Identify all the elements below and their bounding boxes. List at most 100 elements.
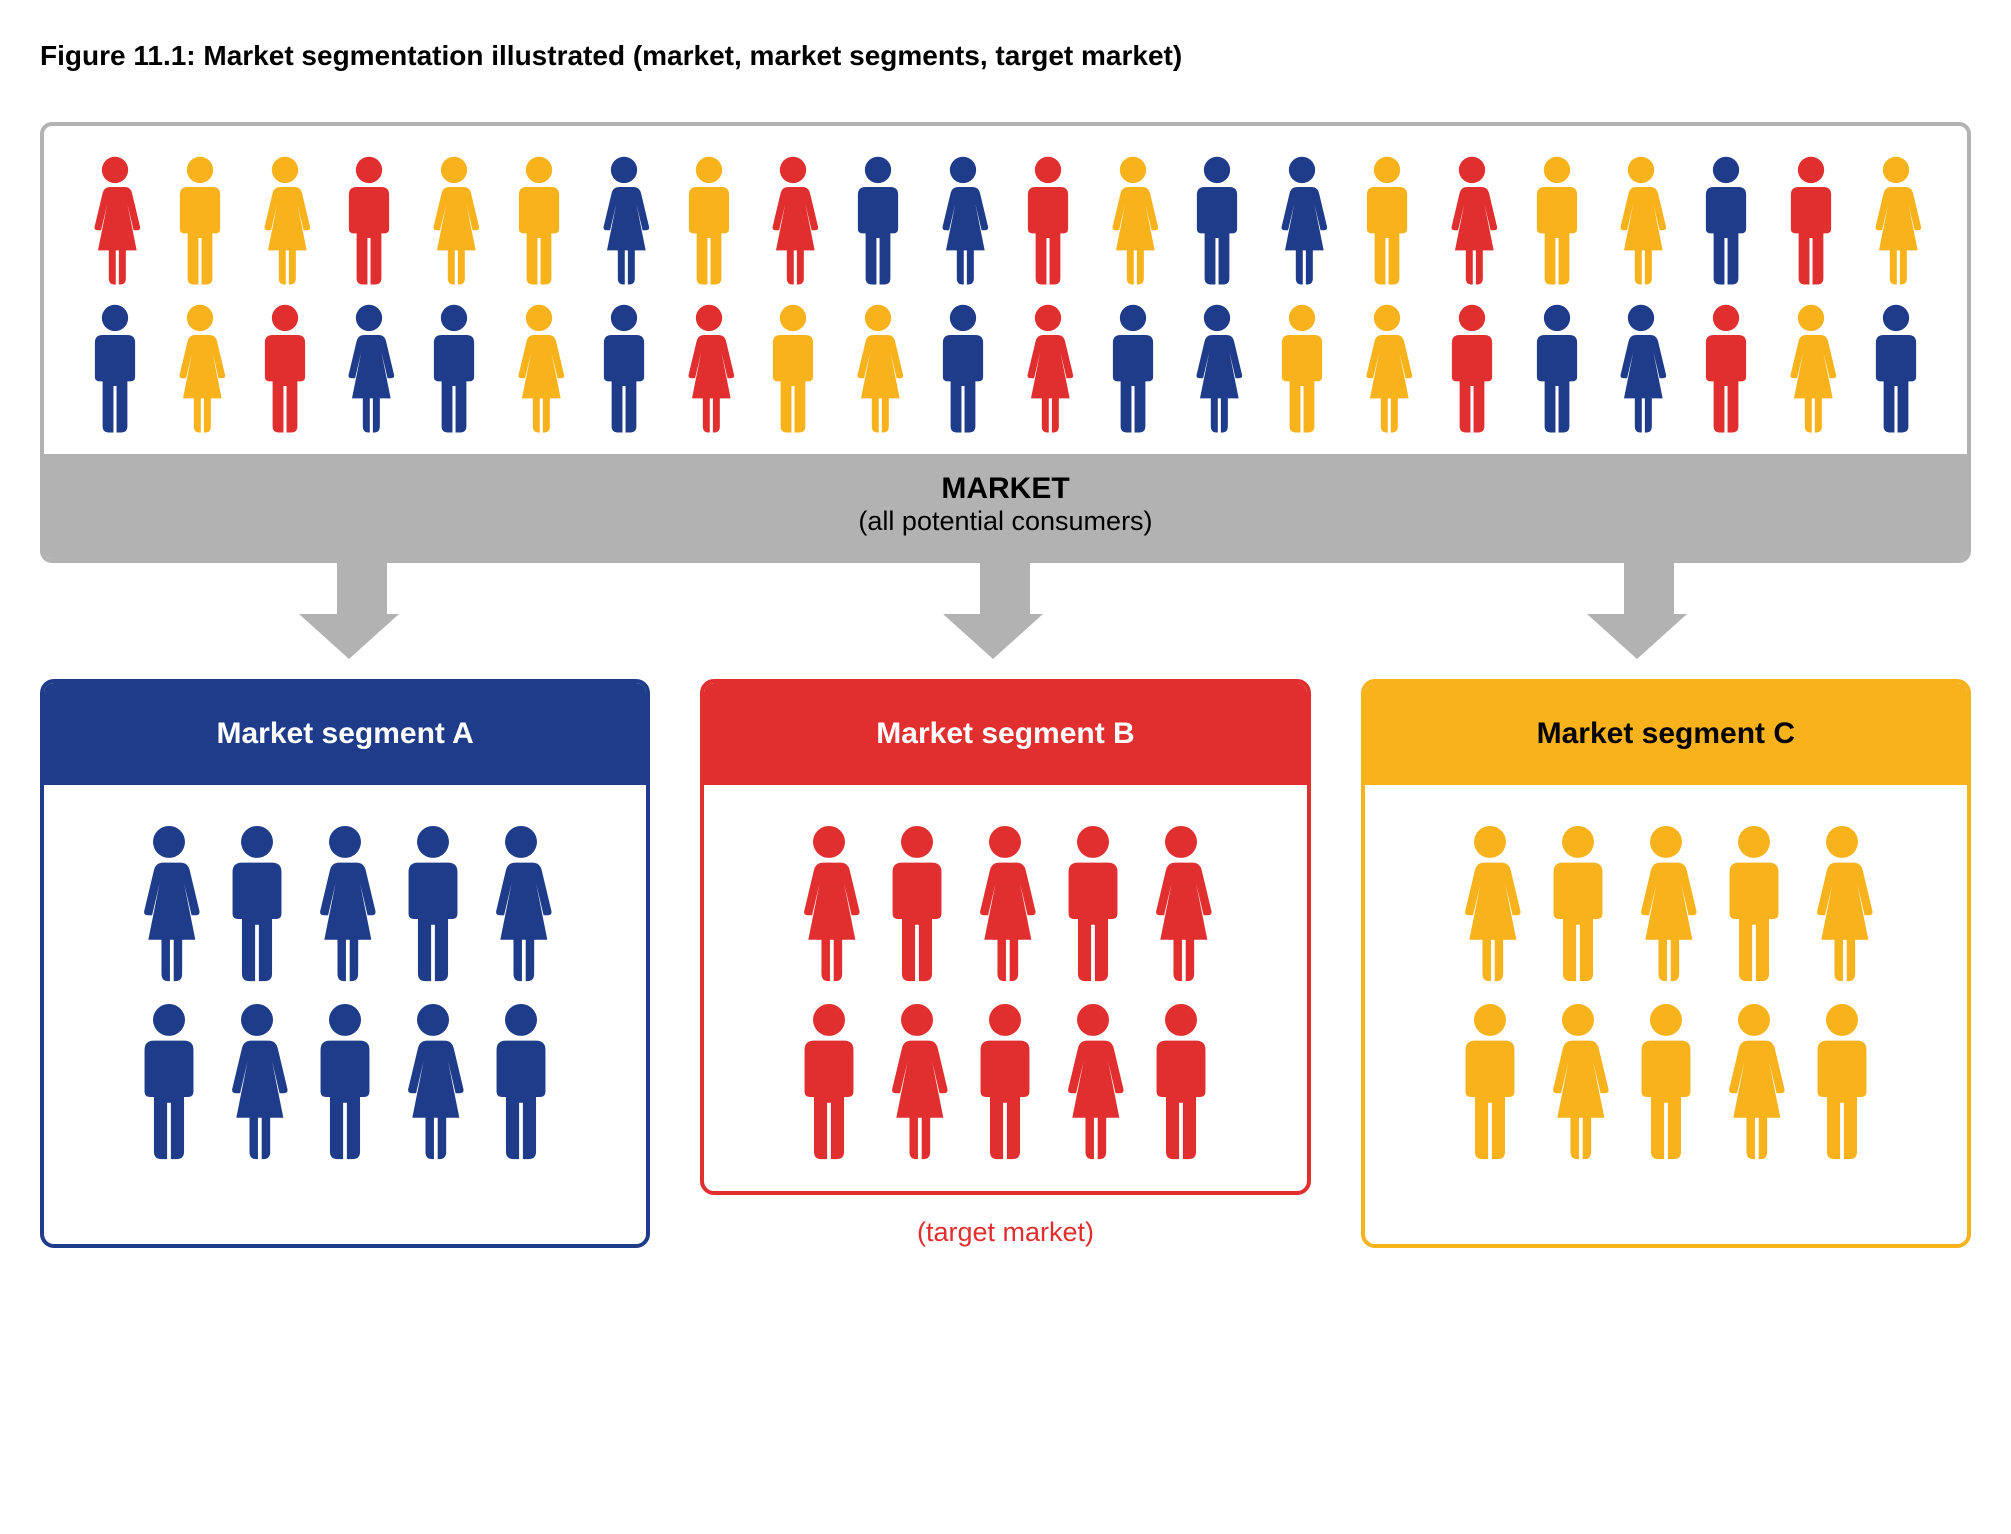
segment-people-row bbox=[791, 825, 1219, 983]
person-female-icon bbox=[508, 304, 570, 434]
person-female-icon bbox=[593, 156, 655, 286]
person-male-icon bbox=[1441, 304, 1503, 434]
person-female-icon bbox=[169, 304, 231, 434]
person-male-icon bbox=[395, 825, 471, 983]
person-male-icon bbox=[593, 304, 655, 434]
person-male-icon bbox=[1526, 156, 1588, 286]
segment-person bbox=[1143, 1003, 1219, 1161]
person-female-icon bbox=[307, 825, 383, 983]
segment-body bbox=[704, 785, 1306, 1191]
market-person bbox=[169, 304, 231, 434]
market-person bbox=[254, 304, 316, 434]
market-person bbox=[84, 156, 146, 286]
segment-person bbox=[967, 825, 1043, 983]
market-person bbox=[1526, 156, 1588, 286]
person-male-icon bbox=[1356, 156, 1418, 286]
market-person bbox=[423, 304, 485, 434]
segments-row: Market segment A Market segment B bbox=[40, 679, 1971, 1248]
market-person bbox=[1356, 304, 1418, 434]
market-person bbox=[254, 156, 316, 286]
market-person bbox=[1271, 304, 1333, 434]
market-person bbox=[1186, 304, 1248, 434]
market-person bbox=[593, 304, 655, 434]
market-person bbox=[1441, 156, 1503, 286]
market-person bbox=[593, 156, 655, 286]
person-female-icon bbox=[1186, 304, 1248, 434]
market-person bbox=[1017, 304, 1079, 434]
person-male-icon bbox=[1271, 304, 1333, 434]
person-female-icon bbox=[1356, 304, 1418, 434]
market-person bbox=[1526, 304, 1588, 434]
segment-person bbox=[1804, 1003, 1880, 1161]
market-label-sub: (all potential consumers) bbox=[54, 506, 1957, 537]
market-person bbox=[169, 156, 231, 286]
person-male-icon bbox=[508, 156, 570, 286]
segment-person bbox=[1143, 825, 1219, 983]
market-person bbox=[1271, 156, 1333, 286]
person-female-icon bbox=[879, 1003, 955, 1161]
market-person bbox=[338, 156, 400, 286]
person-female-icon bbox=[1610, 304, 1672, 434]
market-person bbox=[1441, 304, 1503, 434]
segment-person bbox=[131, 825, 207, 983]
person-male-icon bbox=[967, 1003, 1043, 1161]
segment-person bbox=[1716, 1003, 1792, 1161]
market-person bbox=[847, 156, 909, 286]
arrows-row bbox=[40, 559, 1971, 659]
segment-person bbox=[791, 1003, 867, 1161]
person-female-icon bbox=[219, 1003, 295, 1161]
segment-box: Market segment C bbox=[1361, 679, 1971, 1248]
market-person bbox=[423, 156, 485, 286]
market-person bbox=[338, 304, 400, 434]
market-person bbox=[1695, 156, 1757, 286]
person-male-icon bbox=[1540, 825, 1616, 983]
segment-people-row bbox=[1452, 1003, 1880, 1161]
segment-person bbox=[1804, 825, 1880, 983]
person-female-icon bbox=[131, 825, 207, 983]
segment-person bbox=[219, 1003, 295, 1161]
market-person bbox=[1102, 304, 1164, 434]
person-male-icon bbox=[219, 825, 295, 983]
person-female-icon bbox=[791, 825, 867, 983]
person-male-icon bbox=[879, 825, 955, 983]
person-female-icon bbox=[1441, 156, 1503, 286]
person-male-icon bbox=[307, 1003, 383, 1161]
person-female-icon bbox=[1628, 825, 1704, 983]
person-female-icon bbox=[678, 304, 740, 434]
person-male-icon bbox=[762, 304, 824, 434]
segment-header: Market segment A bbox=[44, 683, 646, 785]
segment-body bbox=[1365, 785, 1967, 1191]
person-male-icon bbox=[1804, 1003, 1880, 1161]
segment-people-row bbox=[131, 825, 559, 983]
person-male-icon bbox=[483, 1003, 559, 1161]
person-female-icon bbox=[1452, 825, 1528, 983]
person-female-icon bbox=[967, 825, 1043, 983]
person-female-icon bbox=[483, 825, 559, 983]
person-female-icon bbox=[1017, 304, 1079, 434]
person-male-icon bbox=[423, 304, 485, 434]
person-male-icon bbox=[84, 304, 146, 434]
down-arrow-icon bbox=[968, 559, 1043, 659]
segment-person bbox=[967, 1003, 1043, 1161]
person-male-icon bbox=[1716, 825, 1792, 983]
market-box: MARKET (all potential consumers) bbox=[40, 122, 1971, 563]
person-male-icon bbox=[1695, 156, 1757, 286]
person-female-icon bbox=[423, 156, 485, 286]
market-person bbox=[847, 304, 909, 434]
person-female-icon bbox=[932, 156, 994, 286]
person-male-icon bbox=[131, 1003, 207, 1161]
segment-person bbox=[395, 825, 471, 983]
market-person bbox=[1695, 304, 1757, 434]
market-person bbox=[932, 304, 994, 434]
person-male-icon bbox=[791, 1003, 867, 1161]
segment-header: Market segment B bbox=[704, 683, 1306, 785]
segment-box: Market segment B bbox=[700, 679, 1310, 1195]
segment-person bbox=[1055, 825, 1131, 983]
market-person bbox=[678, 156, 740, 286]
market-person bbox=[678, 304, 740, 434]
figure-title: Figure 11.1: Market segmentation illustr… bbox=[40, 40, 1971, 72]
market-person bbox=[1017, 156, 1079, 286]
person-female-icon bbox=[395, 1003, 471, 1161]
person-male-icon bbox=[1102, 304, 1164, 434]
segment-person bbox=[879, 825, 955, 983]
